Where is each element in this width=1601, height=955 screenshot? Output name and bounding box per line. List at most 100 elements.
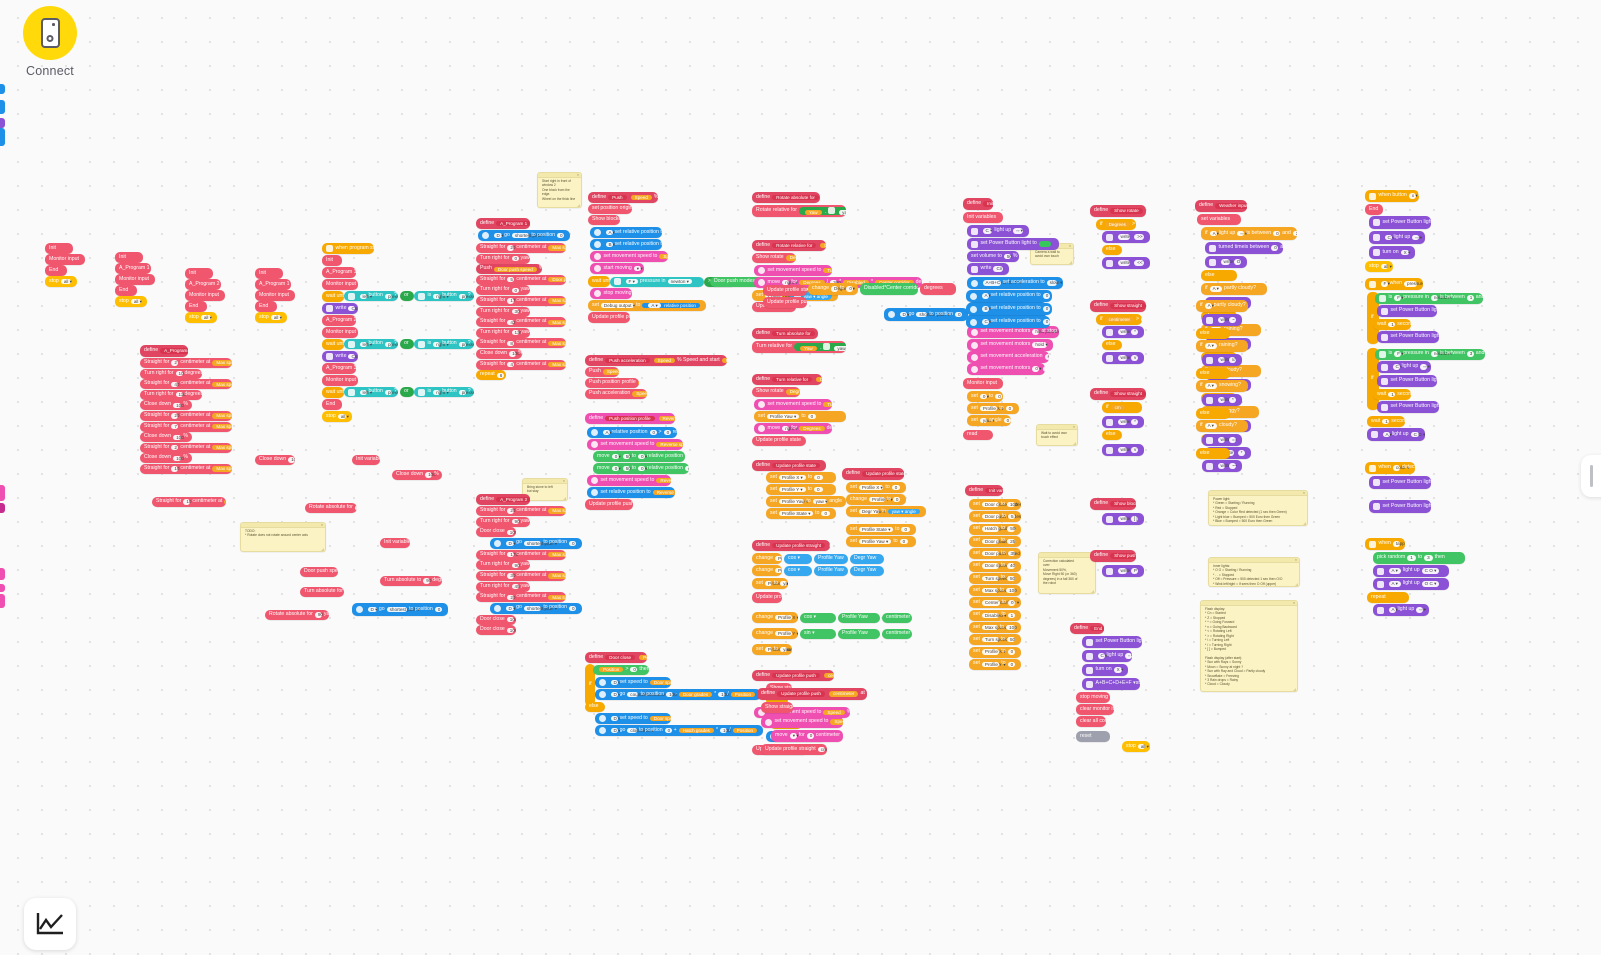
variable-pill[interactable]: Turn speed: [823, 401, 832, 408]
block-wait-1s[interactable]: wait1seconds: [1373, 319, 1411, 330]
block-set-power-red-2[interactable]: set Power Button light to: [1369, 216, 1431, 229]
value-field[interactable]: 10: [183, 499, 192, 505]
note-titlebar[interactable]: [1209, 491, 1307, 496]
value-field[interactable]: 50: [1006, 575, 1015, 581]
value-field[interactable]: 0: [1271, 245, 1279, 251]
value-field[interactable]: +: [1043, 366, 1045, 372]
value-field[interactable]: write: [1217, 437, 1230, 443]
value-field[interactable]: ▾ ▾: [789, 733, 799, 739]
variable-pill[interactable]: Speed: [637, 380, 639, 386]
block-update-state-3[interactable]: Update profile state: [752, 592, 782, 603]
value-field[interactable]: 0: [1042, 306, 1050, 312]
value-field[interactable]: all ▾: [200, 314, 212, 321]
variable-pill[interactable]: Speed: [630, 194, 652, 201]
variable-pill[interactable]: Speed: [823, 709, 845, 716]
block-upp-small[interactable]: Update profile push: [763, 297, 807, 308]
block-set-profile-x-2[interactable]: set Profile X ▾ to 0: [967, 403, 1019, 414]
note-avoid-touch[interactable]: × Wait to avoid own touch effect: [1036, 424, 1078, 446]
block-change-py-2[interactable]: change Profile Y ▾: [752, 628, 798, 639]
value-field[interactable]: A ▾: [1209, 230, 1219, 237]
block-end[interactable]: End: [185, 301, 207, 312]
block-seq-6[interactable]: Monitor input: [322, 327, 358, 338]
block-profile-yaw-ref-0[interactable]: Profile Yaw: [814, 553, 848, 564]
value-field[interactable]: Profile Yaw ▾: [764, 646, 792, 653]
value-field[interactable]: 0: [891, 484, 900, 491]
value-field[interactable]: 45: [511, 583, 520, 590]
value-field[interactable]: tapped ▾: [1392, 541, 1405, 547]
block-degrees-small[interactable]: degrees: [920, 283, 956, 295]
value-field[interactable]: clockwise ▾: [627, 727, 654, 734]
block-write-up-2[interactable]: write ^: [1102, 416, 1144, 428]
value-field[interactable]: all ▾: [130, 298, 142, 305]
block-set-power-blue[interactable]: set Power Button light to: [1377, 375, 1437, 387]
variable-pill[interactable]: A_Program4: [160, 348, 188, 354]
value-field[interactable]: 130: [511, 330, 522, 336]
block-go-shortest-2[interactable]: D ▾ go shortest path ▾ to position 0: [884, 308, 968, 321]
value-field[interactable]: 0: [1042, 319, 1050, 325]
value-field[interactable]: 0: [814, 474, 823, 481]
value-field[interactable]: 0: [901, 526, 910, 533]
value-field[interactable]: write: [1117, 568, 1130, 574]
block-button-pressed[interactable]: left ▾buttonpressed ▾?: [344, 339, 398, 350]
block-monitor-input[interactable]: Monitor input: [185, 290, 225, 301]
value-field[interactable]: Profile Yaw ▾: [766, 413, 800, 420]
value-field[interactable]: write: [1217, 317, 1230, 323]
value-field[interactable]: A ▾: [1204, 423, 1217, 429]
block-seq-9[interactable]: A_Program 3: [322, 363, 356, 374]
value-field[interactable]: O C ▾: [1421, 581, 1440, 587]
block-cos-1[interactable]: cos ▾: [784, 565, 812, 576]
block-p2-door-11[interactable]: Door close100%: [476, 625, 516, 636]
value-field[interactable]: ///: [1229, 357, 1236, 363]
value-field[interactable]: 40: [1006, 563, 1015, 569]
variable-pill[interactable]: Init variables: [985, 487, 1003, 494]
value-field[interactable]: 0: [1007, 649, 1015, 655]
block-go-b[interactable]: B ▾ set relative position to 0: [966, 303, 1052, 315]
block-p1-4[interactable]: Turn right for 0 yaw: [476, 285, 530, 296]
block-write-blocked[interactable]: write[ ]: [1102, 513, 1144, 525]
block-upp-show[interactable]: Show straight: [761, 702, 793, 713]
value-field[interactable]: 360: [830, 279, 841, 286]
block-stop-all[interactable]: stop all ▾: [115, 296, 147, 307]
variable-pill[interactable]: Max speed: [212, 413, 232, 419]
value-field[interactable]: left ▾: [359, 341, 372, 348]
block-write-cn[interactable]: write Cn: [967, 263, 1009, 275]
value-field[interactable]: 5: [507, 277, 515, 283]
variable-pill[interactable]: Max speed: [548, 552, 566, 558]
note-todo-rotate[interactable]: × TODO: * Rotate does not rotate around c…: [240, 522, 326, 552]
block-write-push[interactable]: write P: [1102, 565, 1144, 577]
value-field[interactable]: 0 ▾: [638, 465, 647, 472]
block-end-2[interactable]: End: [1365, 204, 1383, 215]
block-start-moving[interactable]: start moving ▾ ▾: [590, 263, 644, 274]
block-init-variables-2[interactable]: Init variables: [380, 538, 410, 548]
block-define-a-program-2[interactable]: define A_Program 2: [476, 494, 530, 505]
value-field[interactable]: shortest path ▾: [523, 605, 557, 611]
value-field[interactable]: 0: [821, 510, 830, 517]
block-if-light-between[interactable]: ifA ▾light up▫▫ ▾is between0and3: [1201, 227, 1297, 240]
yaw-angle-reporter[interactable]: yaw ▾ angle: [887, 508, 920, 515]
value-field[interactable]: Disabled ▾: [981, 612, 1006, 618]
block-set-var-7[interactable]: set Max speed ▾ to 100: [969, 585, 1021, 597]
block-set-rel-b[interactable]: B ▾set relative position to0: [590, 239, 662, 250]
block-door-push-speed[interactable]: Door push speed: [300, 567, 338, 577]
variable-pill[interactable]: Degrees: [820, 242, 826, 249]
block-else[interactable]: else: [585, 702, 605, 712]
value-field[interactable]: pressed ▾: [458, 341, 474, 348]
variable-pill[interactable]: Degrees: [1104, 221, 1130, 228]
value-field[interactable]: C ▾: [1392, 364, 1402, 370]
value-field[interactable]: 0 ▾: [1032, 366, 1042, 372]
value-field[interactable]: newton ▾: [1430, 295, 1452, 301]
variable-pill[interactable]: Show blocked: [1110, 501, 1136, 507]
value-field[interactable]: yaw ▾: [780, 646, 792, 653]
value-field[interactable]: 0: [1005, 405, 1013, 412]
block-set-profile-yaw-3[interactable]: set Profile Yaw ▾ to yaw ▾ angle: [766, 496, 846, 507]
value-field[interactable]: 100: [509, 351, 520, 357]
block-change-px-2[interactable]: change Profile X ▾: [752, 612, 798, 623]
